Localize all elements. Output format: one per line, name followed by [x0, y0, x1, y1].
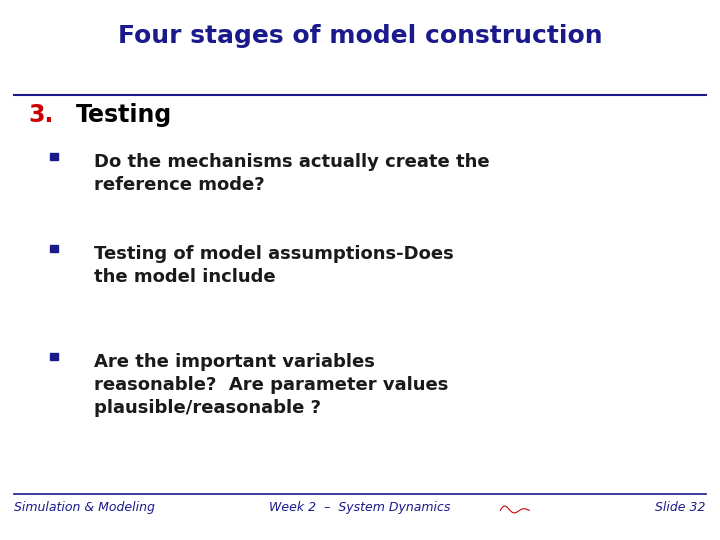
Bar	[50, 153, 58, 160]
Text: Testing of model assumptions-Does
the model include: Testing of model assumptions-Does the mo…	[94, 245, 454, 286]
Bar	[50, 353, 58, 360]
Text: 3.: 3.	[29, 103, 54, 126]
Text: Week 2  –  System Dynamics: Week 2 – System Dynamics	[269, 501, 451, 514]
Bar	[50, 245, 58, 252]
Text: Four stages of model construction: Four stages of model construction	[117, 24, 603, 48]
Text: Are the important variables
reasonable?  Are parameter values
plausible/reasonab: Are the important variables reasonable? …	[94, 353, 448, 417]
Text: Do the mechanisms actually create the
reference mode?: Do the mechanisms actually create the re…	[94, 153, 489, 194]
Text: Slide 32: Slide 32	[655, 501, 706, 514]
Text: Simulation & Modeling: Simulation & Modeling	[14, 501, 156, 514]
Text: Testing: Testing	[76, 103, 172, 126]
